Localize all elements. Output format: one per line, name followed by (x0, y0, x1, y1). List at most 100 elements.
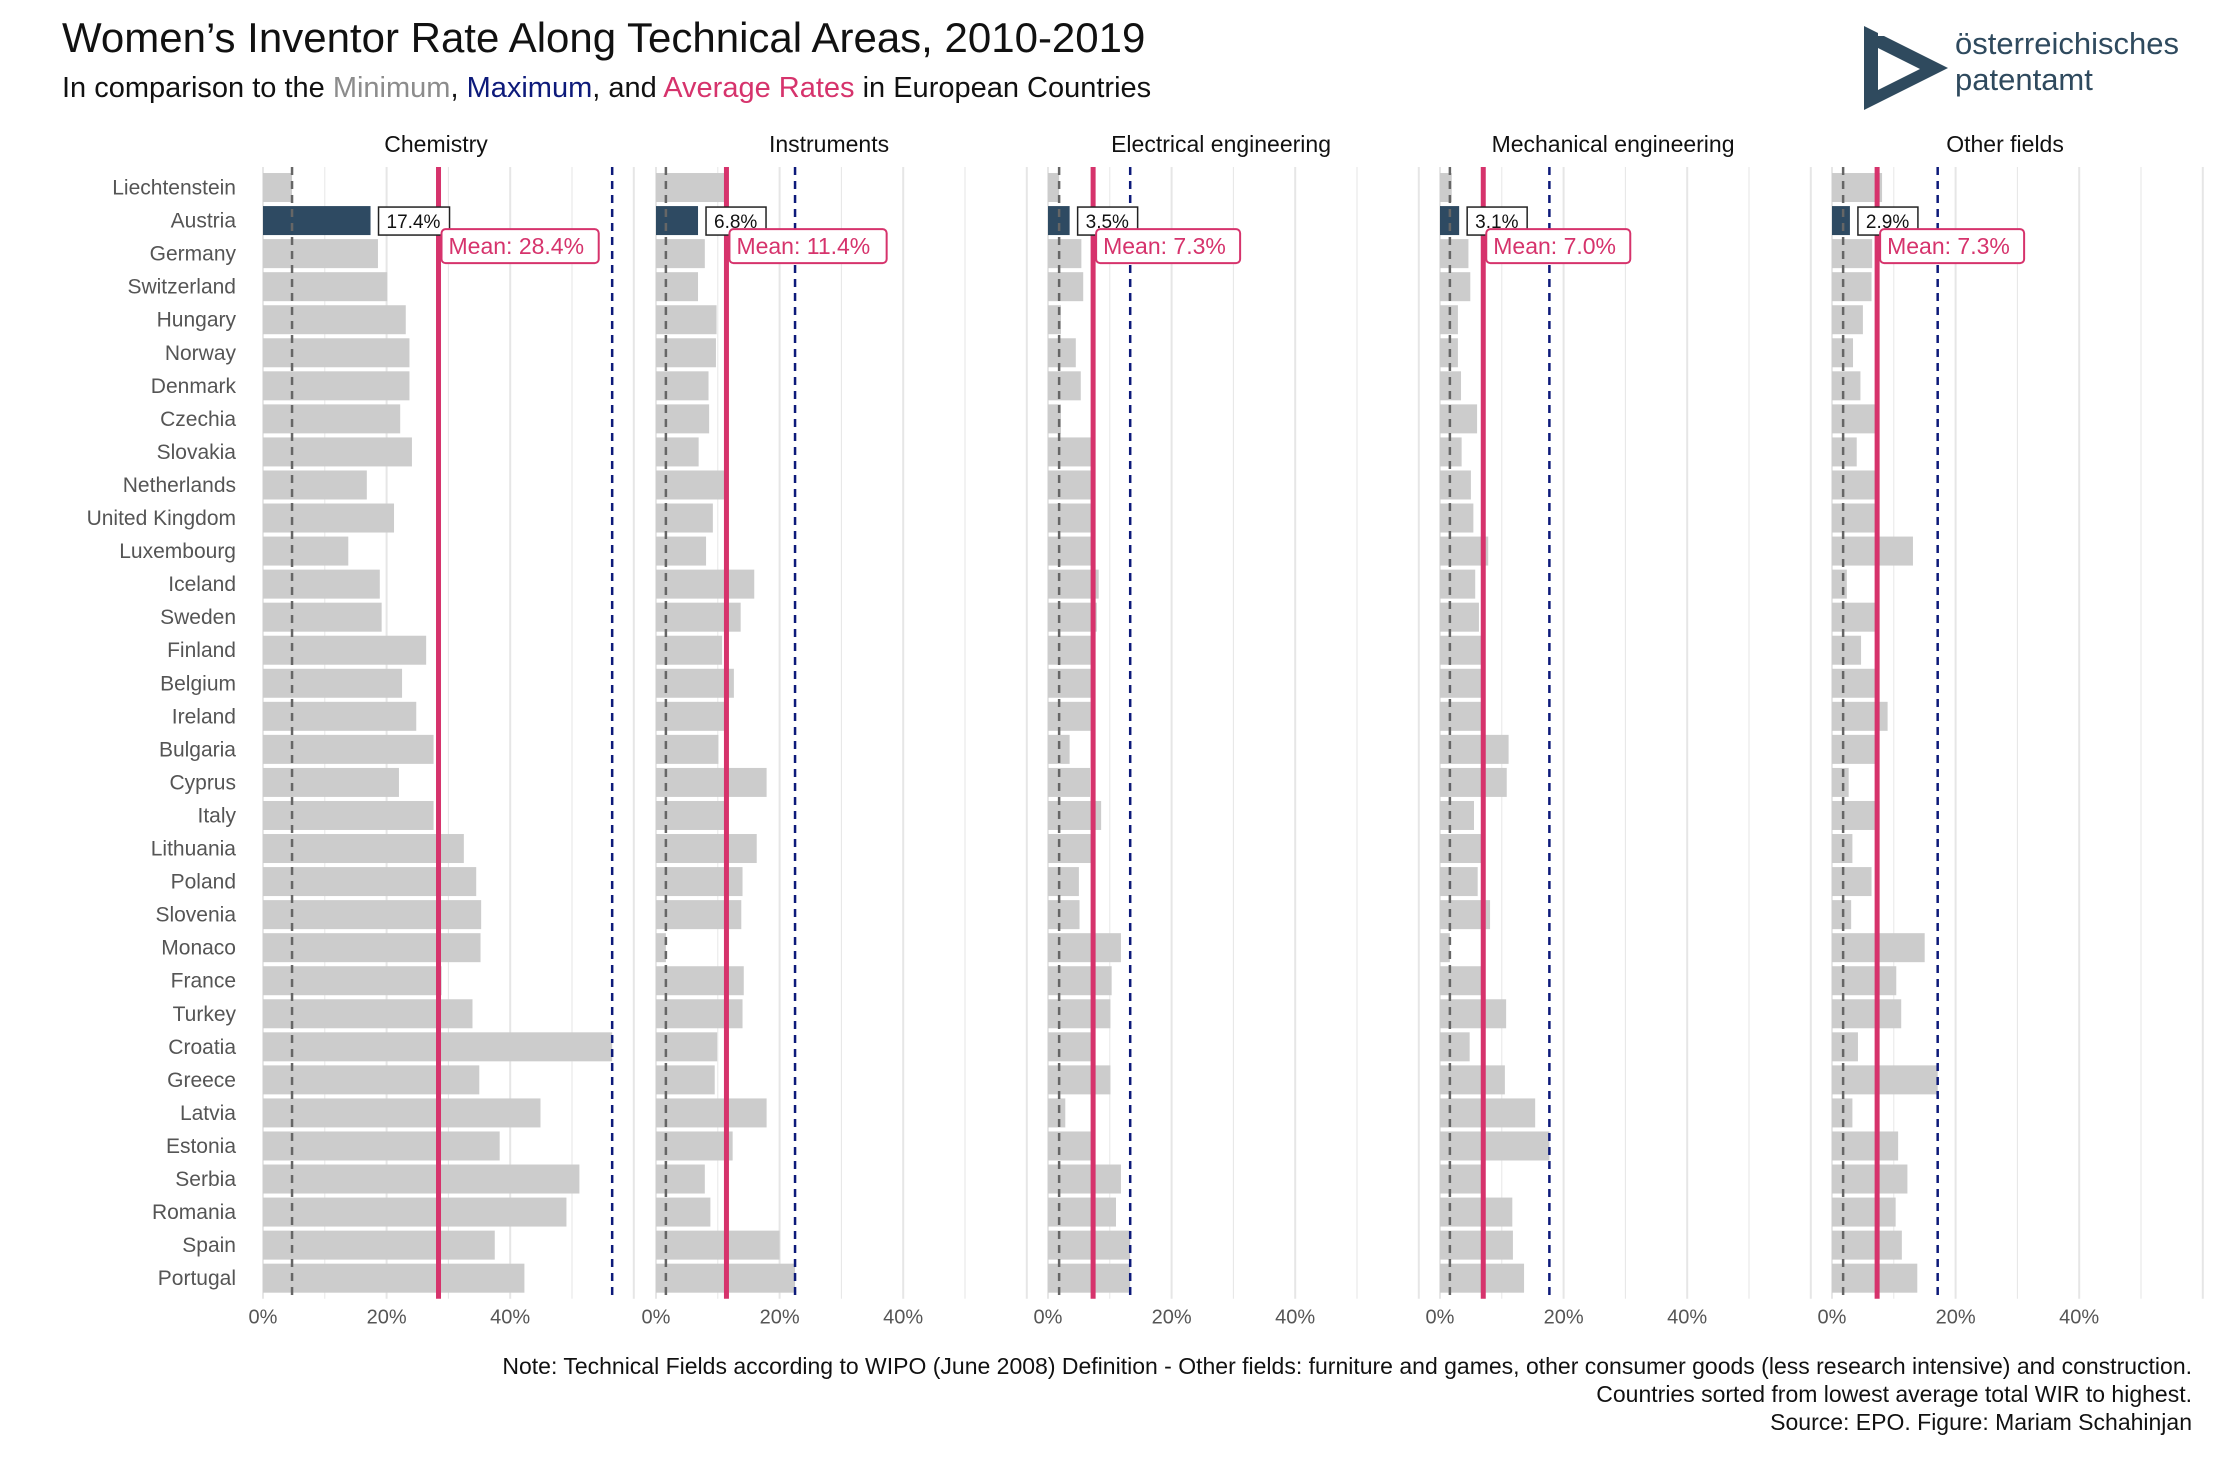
bar-instruments-belgium (656, 668, 734, 698)
x-tick-electrical-engineering-20: 20% (1152, 1307, 1192, 1329)
bar-mechanical-engineering-latvia (1440, 1098, 1536, 1128)
country-label-luxembourg: Luxembourg (119, 540, 236, 563)
bar-chemistry-belgium (263, 668, 403, 698)
country-label-bulgaria: Bulgaria (159, 738, 236, 761)
facet-title-chemistry: Chemistry (384, 131, 488, 157)
bar-mechanical-engineering-czechia (1440, 404, 1478, 434)
bar-chemistry-hungary (263, 305, 406, 335)
country-label-serbia: Serbia (175, 1168, 236, 1191)
x-tick-mechanical-engineering-20: 20% (1544, 1307, 1584, 1329)
country-label-italy: Italy (197, 804, 236, 827)
bar-other-fields-belgium (1832, 668, 1878, 698)
bar-instruments-poland (656, 867, 743, 897)
bar-other-fields-united-kingdom (1832, 503, 1878, 533)
x-tick-instruments-20: 20% (760, 1307, 800, 1329)
bar-other-fields-germany (1832, 239, 1873, 269)
bar-chemistry-portugal (263, 1263, 525, 1293)
bar-electrical-engineering-cyprus (1048, 767, 1091, 797)
mean-label-box-instruments (728, 228, 888, 265)
bar-mechanical-engineering-belgium (1440, 668, 1483, 698)
bar-instruments-switzerland (656, 272, 699, 302)
bar-electrical-engineering-norway (1048, 338, 1076, 368)
chart-subtitle: In comparison to the Minimum, Maximum, a… (62, 72, 1151, 105)
bar-electrical-engineering-ireland (1048, 701, 1091, 731)
bar-other-fields-iceland (1832, 569, 1847, 599)
bar-mechanical-engineering-luxembourg (1440, 536, 1489, 566)
x-tick-mechanical-engineering-40: 40% (1667, 1307, 1707, 1329)
bar-mechanical-engineering-hungary (1440, 305, 1458, 335)
bar-chemistry-switzerland (263, 272, 388, 302)
bar-chemistry-france (263, 966, 442, 996)
bar-electrical-engineering-belgium (1048, 668, 1095, 698)
bar-electrical-engineering-finland (1048, 635, 1095, 665)
subtitle-maximum: Maximum (466, 72, 593, 104)
bar-chemistry-austria (263, 206, 371, 236)
bar-instruments-liechtenstein (656, 173, 726, 203)
subtitle-sep1: , (450, 72, 467, 104)
bar-chemistry-czechia (263, 404, 401, 434)
bar-chemistry-latvia (263, 1098, 541, 1128)
bar-electrical-engineering-czechia (1048, 404, 1061, 434)
bar-electrical-engineering-luxembourg (1048, 536, 1095, 566)
bar-chemistry-cyprus (263, 767, 399, 797)
country-label-slovenia: Slovenia (155, 904, 236, 927)
bar-instruments-spain (656, 1230, 780, 1260)
bar-instruments-italy (656, 800, 727, 830)
bar-mechanical-engineering-estonia (1440, 1131, 1550, 1161)
bar-instruments-romania (656, 1197, 711, 1227)
x-tick-instruments-40: 40% (883, 1307, 923, 1329)
country-label-ireland: Ireland (172, 705, 236, 728)
bar-mechanical-engineering-denmark (1440, 371, 1462, 401)
bar-chemistry-spain (263, 1230, 495, 1260)
bar-electrical-engineering-sweden (1048, 602, 1097, 632)
bar-electrical-engineering-france (1048, 966, 1112, 996)
country-label-switzerland: Switzerland (127, 276, 236, 299)
bar-electrical-engineering-iceland (1048, 569, 1099, 599)
bar-electrical-engineering-latvia (1048, 1098, 1066, 1128)
bar-other-fields-netherlands (1832, 470, 1878, 500)
country-label-monaco: Monaco (161, 937, 236, 960)
country-label-latvia: Latvia (180, 1102, 236, 1125)
bar-other-fields-romania (1832, 1197, 1896, 1227)
bar-other-fields-slovenia (1832, 900, 1852, 930)
patent-office-logo-icon (1864, 22, 1948, 110)
logo-line-2: patentamt (1955, 62, 2093, 97)
bar-instruments-estonia (656, 1131, 733, 1161)
country-label-spain: Spain (182, 1234, 236, 1257)
bar-other-fields-liechtenstein (1832, 173, 1883, 203)
mean-label-instruments: Mean: 11.4% (736, 233, 870, 259)
country-label-sweden: Sweden (160, 606, 236, 629)
bar-instruments-austria (656, 206, 699, 236)
bar-mechanical-engineering-croatia (1440, 1032, 1470, 1062)
bar-chemistry-romania (263, 1197, 567, 1227)
bar-other-fields-luxembourg (1832, 536, 1913, 566)
bar-electrical-engineering-bulgaria (1048, 734, 1070, 764)
bar-chemistry-slovakia (263, 437, 412, 467)
bar-electrical-engineering-croatia (1048, 1032, 1092, 1062)
bar-mechanical-engineering-poland (1440, 867, 1478, 897)
bar-instruments-monaco (656, 933, 666, 963)
bar-chemistry-sweden (263, 602, 382, 632)
bar-other-fields-czechia (1832, 404, 1877, 434)
facet-title-electrical-engineering: Electrical engineering (1111, 131, 1331, 157)
note-line-1: Note: Technical Fields according to WIPO… (502, 1353, 2192, 1379)
country-label-norway: Norway (165, 342, 237, 365)
bar-electrical-engineering-portugal (1048, 1263, 1131, 1293)
bar-other-fields-italy (1832, 800, 1880, 830)
mean-label-box-mechanical-engineering (1485, 228, 1632, 265)
mean-label-box-chemistry (440, 228, 600, 265)
bar-mechanical-engineering-bulgaria (1440, 734, 1509, 764)
chart-notes: Note: Technical Fields according to WIPO… (502, 1352, 2192, 1436)
value-label-electrical-engineering: 3.5% (1086, 212, 1129, 233)
bar-other-fields-bulgaria (1832, 734, 1877, 764)
bar-mechanical-engineering-lithuania (1440, 834, 1484, 864)
bar-mechanical-engineering-netherlands (1440, 470, 1471, 500)
bar-instruments-cyprus (656, 767, 767, 797)
bar-chemistry-turkey (263, 999, 473, 1029)
bar-other-fields-lithuania (1832, 834, 1853, 864)
bar-other-fields-france (1832, 966, 1897, 996)
bar-chemistry-estonia (263, 1131, 500, 1161)
bar-mechanical-engineering-switzerland (1440, 272, 1471, 302)
bar-other-fields-poland (1832, 867, 1872, 897)
bar-other-fields-switzerland (1832, 272, 1872, 302)
